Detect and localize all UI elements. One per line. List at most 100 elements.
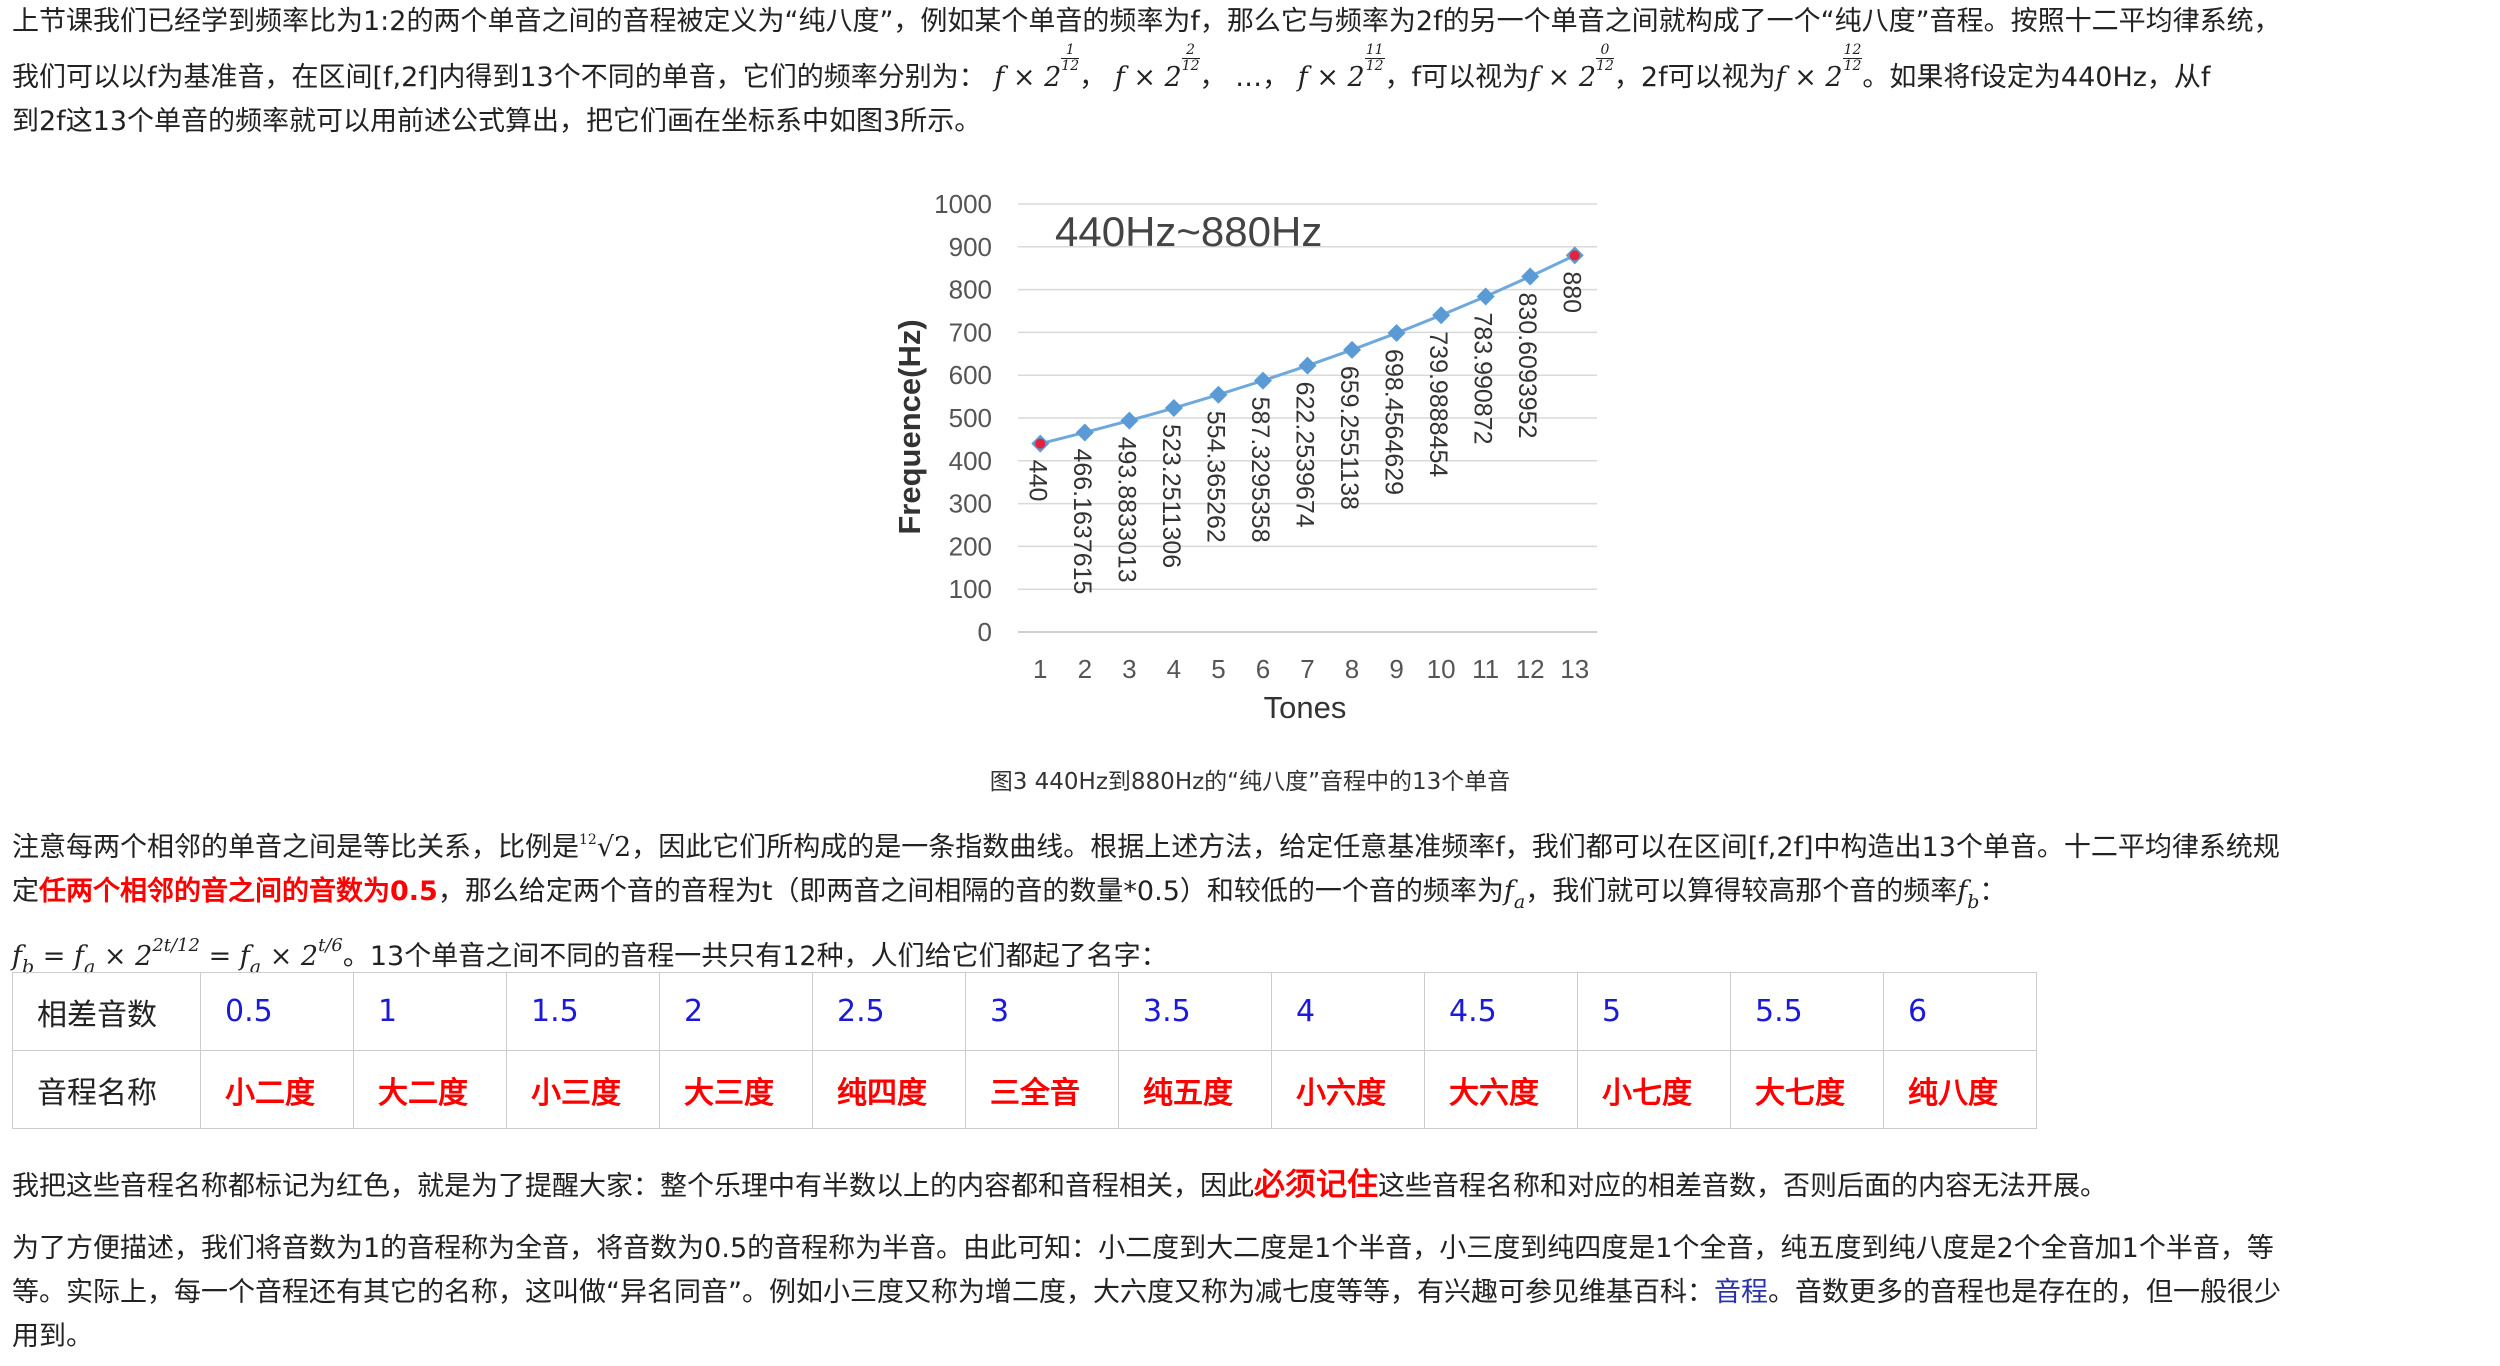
table-cell: 4.5	[1424, 972, 1578, 1051]
y-tick-label: 0	[978, 617, 992, 647]
chart-grid	[1018, 203, 1597, 633]
data-marker	[1209, 385, 1228, 404]
table-cell: 小六度	[1271, 1050, 1425, 1129]
table-cell: 5.5	[1730, 972, 1884, 1051]
data-marker	[1253, 371, 1272, 390]
x-tick-label: 12	[1516, 654, 1545, 684]
intro-line-3: 到2f这13个单音的频率就可以用前述公式算出，把它们画在坐标系中如图3所示。	[12, 106, 982, 137]
x-tick-label: 5	[1211, 654, 1225, 684]
formula-fb-equation: fb = fa × 22t/12 = fa × 2t/6	[12, 935, 343, 978]
table-cell: 1	[353, 972, 507, 1051]
data-label: 440	[1023, 460, 1051, 502]
note-line-2: 定任两个相邻的音之间的音数为0.5，那么给定两个音的音程为t（即两音之间相隔的音…	[12, 876, 2007, 913]
x-axis-label: Tones	[1264, 690, 1347, 725]
formula-f-2-2-12: f × 2 2 12	[1114, 42, 1200, 93]
note-paragraph: 注意每两个相邻的单音之间是等比关系，比例是12√2，因此它们所构成的是一条指数曲…	[12, 818, 2488, 989]
data-marker	[1476, 287, 1495, 306]
data-labels: 440 466.1637615 493.8833013 523.2511306 554.…	[1023, 271, 1585, 594]
formula-f-2-0-12: f × 2 0 12	[1529, 42, 1614, 93]
table-cell: 大三度	[659, 1050, 813, 1129]
table-cell: 大六度	[1424, 1050, 1578, 1129]
highlight-marker	[1035, 438, 1046, 449]
y-tick-label: 800	[949, 275, 992, 305]
data-markers	[1031, 246, 1584, 453]
x-tick-label: 9	[1389, 654, 1403, 684]
y-tick-label: 1000	[934, 189, 992, 219]
remember-paragraph: 我把这些音程名称都标记为红色，就是为了提醒大家：整个乐理中有半数以上的内容都和音…	[12, 1167, 2107, 1203]
y-tick-label: 400	[949, 446, 992, 476]
data-label: 554.365262	[1201, 411, 1229, 543]
y-tick-label: 900	[949, 232, 992, 262]
table-cell: 三全音	[965, 1050, 1119, 1129]
data-marker	[1343, 340, 1362, 359]
data-label: 466.1637615	[1068, 448, 1096, 594]
x-tick-labels: 1 2 3 4 5 6 7 8 9 10 11 12 13	[1033, 654, 1589, 684]
y-tick-label: 600	[949, 360, 992, 390]
table-header-diff: 相差音数	[12, 972, 201, 1051]
table-cell: 小三度	[506, 1050, 660, 1129]
x-tick-label: 11	[1472, 654, 1499, 684]
y-tick-label: 100	[949, 574, 992, 604]
figure-caption: 图3 440Hz到880Hz的“纯八度”音程中的13个单音	[989, 769, 1511, 795]
formula-f-2-11-12: f × 2 11 12	[1297, 42, 1385, 93]
table-cell: 3	[965, 972, 1119, 1051]
must-remember-highlight: 必须记住	[1254, 1167, 1378, 1203]
y-tick-label: 200	[949, 531, 992, 561]
note-line-3: fb = fa × 22t/12 = fa × 2t/6。13个单音之间不同的音…	[12, 935, 1168, 978]
table-header-name: 音程名称	[12, 1050, 201, 1129]
data-label: 659.2551138	[1335, 366, 1363, 510]
table-cell: 2	[659, 972, 813, 1051]
highlight-marker	[1569, 250, 1580, 261]
table-cell: 2.5	[812, 972, 966, 1051]
data-label: 587.3295358	[1246, 397, 1274, 543]
note-line-1: 注意每两个相邻的单音之间是等比关系，比例是12√2，因此它们所构成的是一条指数曲…	[12, 832, 2280, 863]
data-label: 739.9888454	[1424, 331, 1452, 477]
data-label: 830.6093952	[1513, 292, 1541, 438]
y-tick-label: 700	[949, 317, 992, 347]
x-tick-label: 8	[1345, 654, 1359, 684]
x-tick-label: 7	[1300, 654, 1314, 684]
table-cell: 纯四度	[812, 1050, 966, 1129]
formula-fa: fa	[1503, 876, 1526, 913]
x-tick-label: 3	[1122, 654, 1136, 684]
wiki-link-interval[interactable]: 音程	[1713, 1277, 1768, 1308]
formula-f-2-12-12: f × 2 12 12	[1775, 42, 1863, 93]
y-tick-label: 300	[949, 489, 992, 519]
data-label: 523.2511306	[1157, 424, 1185, 568]
last-line-3: 用到。	[12, 1321, 93, 1352]
interval-table: 相差音数 0.5 1 1.5 2 2.5 3 3.5 4 4.5 5 5.5 6…	[12, 972, 2037, 1129]
table-cell: 1.5	[506, 972, 660, 1051]
y-tick-labels: 0 100 200 300 400 500 600 700 800 900 1000	[934, 189, 992, 647]
table-cell: 纯五度	[1118, 1050, 1272, 1129]
intro-paragraph: 上节课我们已经学到频率比为1:2的两个单音之间的音程被定义为“纯八度”，例如某个…	[12, 0, 2488, 144]
data-label: 493.8833013	[1112, 437, 1140, 583]
table-cell: 大七度	[1730, 1050, 1884, 1129]
data-marker	[1164, 399, 1183, 418]
twelfth-root-of-two: 12√2	[579, 832, 632, 863]
highlight-half-step: 任两个相邻的音之间的音数为0.5	[39, 876, 438, 907]
x-tick-label: 4	[1167, 654, 1181, 684]
table-row-diff: 相差音数 0.5 1 1.5 2 2.5 3 3.5 4 4.5 5 5.5 6	[12, 972, 2037, 1051]
y-tick-label: 500	[949, 403, 992, 433]
data-marker	[1387, 324, 1406, 343]
table-cell: 小七度	[1577, 1050, 1731, 1129]
chart-title: 440Hz~880Hz	[1055, 208, 1322, 255]
table-cell: 0.5	[200, 972, 354, 1051]
x-tick-label: 13	[1560, 654, 1589, 684]
table-cell: 纯八度	[1883, 1050, 2037, 1129]
formula-f-2-1-12: f × 2 1 12	[994, 42, 1080, 93]
x-tick-label: 1	[1033, 654, 1047, 684]
table-cell: 小二度	[200, 1050, 354, 1129]
last-line-1: 为了方便描述，我们将音数为1的音程称为全音，将音数为0.5的音程称为半音。由此可…	[12, 1233, 2274, 1264]
data-marker	[1075, 423, 1094, 442]
data-marker	[1298, 356, 1317, 375]
data-label: 783.990872	[1469, 312, 1497, 444]
table-cell: 5	[1577, 972, 1731, 1051]
data-label: 880	[1558, 271, 1586, 313]
last-line-2: 等。实际上，每一个音程还有其它的名称，这叫做“异名同音”。例如小三度又称为增二度…	[12, 1277, 2281, 1308]
x-tick-label: 2	[1078, 654, 1092, 684]
table-cell: 3.5	[1118, 972, 1272, 1051]
table-cell: 大二度	[353, 1050, 507, 1129]
x-tick-label: 6	[1256, 654, 1270, 684]
